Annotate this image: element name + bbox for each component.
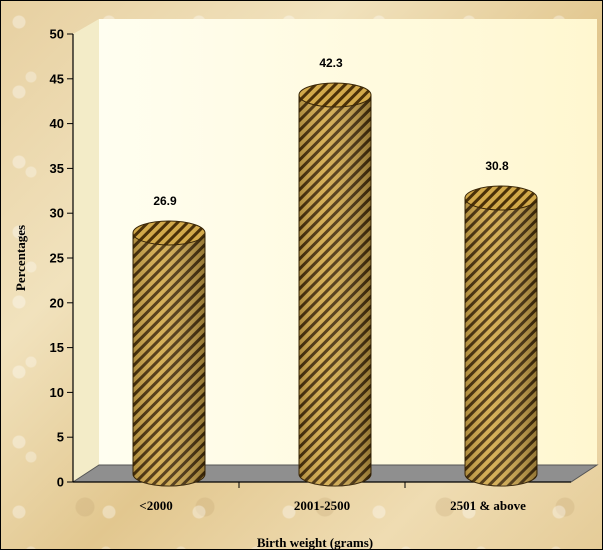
- y-tick-label: 45: [50, 71, 64, 86]
- x-tick-label: 2001-2500: [294, 498, 350, 513]
- x-tick-label: <2000: [139, 498, 172, 513]
- bar-shading: [133, 232, 205, 486]
- bars: [132, 82, 538, 487]
- data-label: 42.3: [319, 56, 343, 70]
- y-ticks: 0 5 10 15 20 25 30 35 40 45 50: [50, 27, 73, 490]
- x-axis-title: Birth weight (grams): [257, 535, 373, 550]
- data-labels: 26.9 42.3 30.8: [153, 56, 509, 208]
- y-tick-label: 50: [50, 27, 64, 42]
- y-tick-label: 40: [50, 116, 64, 131]
- bar-shading: [299, 94, 371, 486]
- bar-top-cap: [298, 82, 372, 108]
- y-tick-label: 10: [50, 385, 64, 400]
- y-axis-title: Percentages: [13, 225, 28, 291]
- y-tick-label: 30: [50, 206, 64, 221]
- x-tick-label: 2501 & above: [450, 498, 526, 513]
- chart-side-wall: [73, 19, 99, 482]
- bar: [298, 82, 372, 487]
- bar-top-cap: [464, 185, 538, 211]
- bar-shading: [465, 198, 537, 487]
- y-tick-label: 15: [50, 340, 64, 355]
- data-label: 30.8: [485, 159, 509, 173]
- y-tick-label: 35: [50, 161, 64, 176]
- y-tick-label: 5: [57, 430, 64, 445]
- y-tick-label: 25: [50, 251, 64, 266]
- bar: [464, 185, 538, 487]
- y-tick-label: 20: [50, 295, 64, 310]
- x-ticks: <2000 2001-2500 2501 & above: [139, 482, 526, 513]
- y-tick-label: 0: [57, 475, 64, 490]
- bar: [132, 220, 206, 487]
- data-label: 26.9: [153, 194, 177, 208]
- bar-top-cap: [132, 220, 206, 246]
